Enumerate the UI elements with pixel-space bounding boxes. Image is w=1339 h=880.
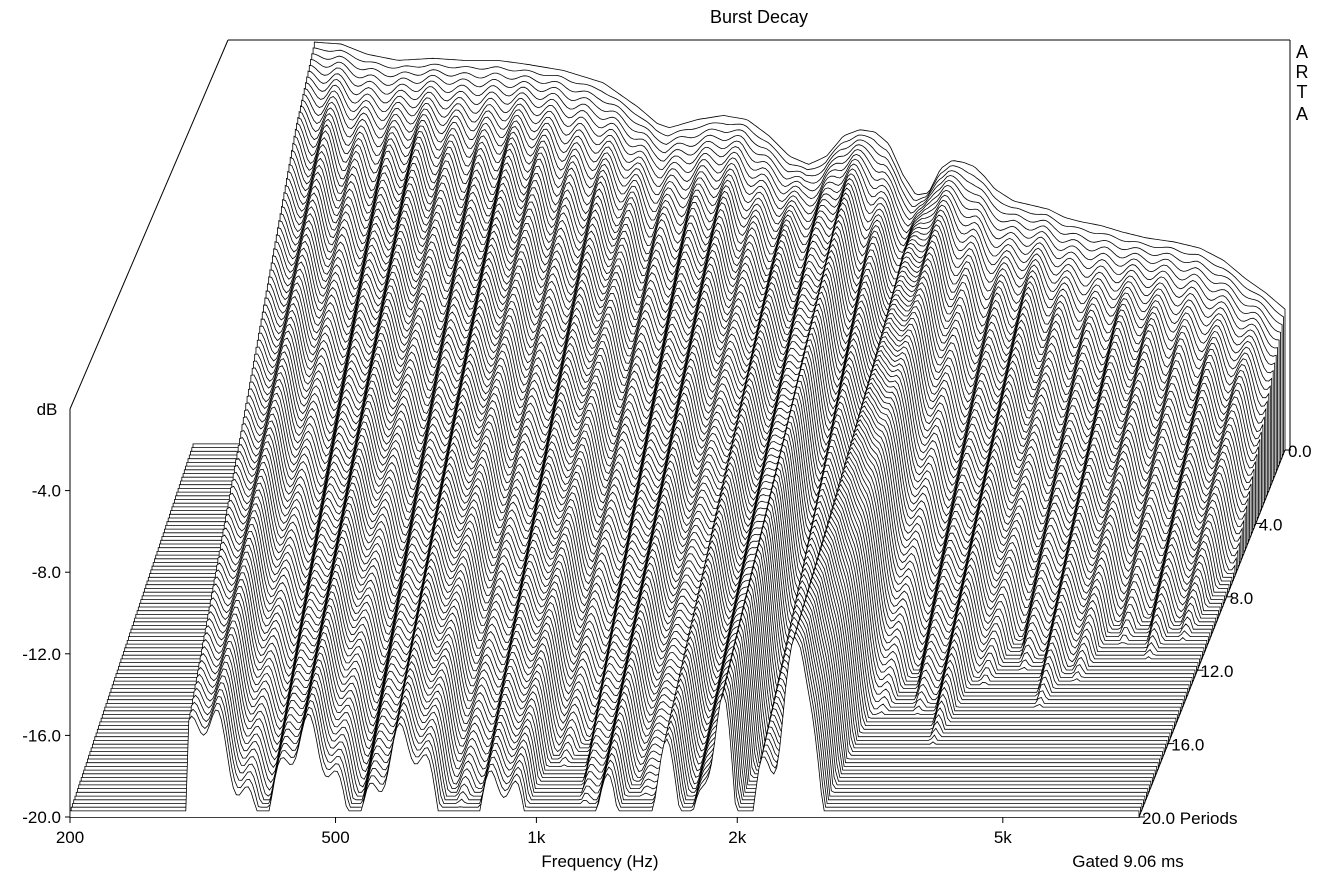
right-depth-edge bbox=[1138, 449, 1286, 818]
z-tick-label: 20.0 Periods bbox=[1142, 809, 1237, 828]
decay-slice bbox=[70, 631, 1141, 815]
y-axis-label: dB bbox=[37, 400, 58, 419]
decay-slice bbox=[72, 626, 1143, 811]
x-tick-label: 2k bbox=[728, 828, 746, 847]
decay-slices bbox=[69, 41, 1286, 818]
decay-slice bbox=[69, 635, 1140, 818]
y-tick-label: -20.0 bbox=[22, 808, 61, 827]
gating-note: Gated 9.06 ms bbox=[1072, 852, 1184, 871]
chart-title: Burst Decay bbox=[710, 7, 808, 27]
plot-frame bbox=[69, 39, 1291, 818]
z-tick-label: 12.0 bbox=[1200, 662, 1233, 681]
arta-brand: A R T A bbox=[1296, 42, 1309, 124]
x-tick-label: 5k bbox=[994, 828, 1012, 847]
y-tick-label: -16.0 bbox=[22, 726, 61, 745]
brand-letter: R bbox=[1296, 62, 1309, 82]
x-tick-label: 200 bbox=[56, 828, 84, 847]
left-depth-edge bbox=[69, 39, 229, 410]
brand-letter: T bbox=[1297, 82, 1308, 102]
z-tick-label: 0.0 bbox=[1288, 442, 1312, 461]
x-tick-label: 500 bbox=[321, 828, 349, 847]
axes: 200 500 1k 2k 5k -20.0 -16.0 -12.0 -8.0 -4.0 0.0 4.… bbox=[22, 442, 1311, 847]
x-tick-label: 1k bbox=[527, 828, 545, 847]
z-tick-label: 16.0 bbox=[1171, 736, 1204, 755]
brand-letter: A bbox=[1296, 104, 1308, 124]
z-tick-label: 4.0 bbox=[1259, 515, 1283, 534]
y-tick-label: -12.0 bbox=[22, 645, 61, 664]
y-tick-label: -8.0 bbox=[32, 563, 61, 582]
x-axis-label: Frequency (Hz) bbox=[541, 852, 658, 871]
brand-letter: A bbox=[1296, 42, 1308, 62]
y-tick-label: -4.0 bbox=[32, 482, 61, 501]
z-tick-label: 8.0 bbox=[1230, 589, 1254, 608]
